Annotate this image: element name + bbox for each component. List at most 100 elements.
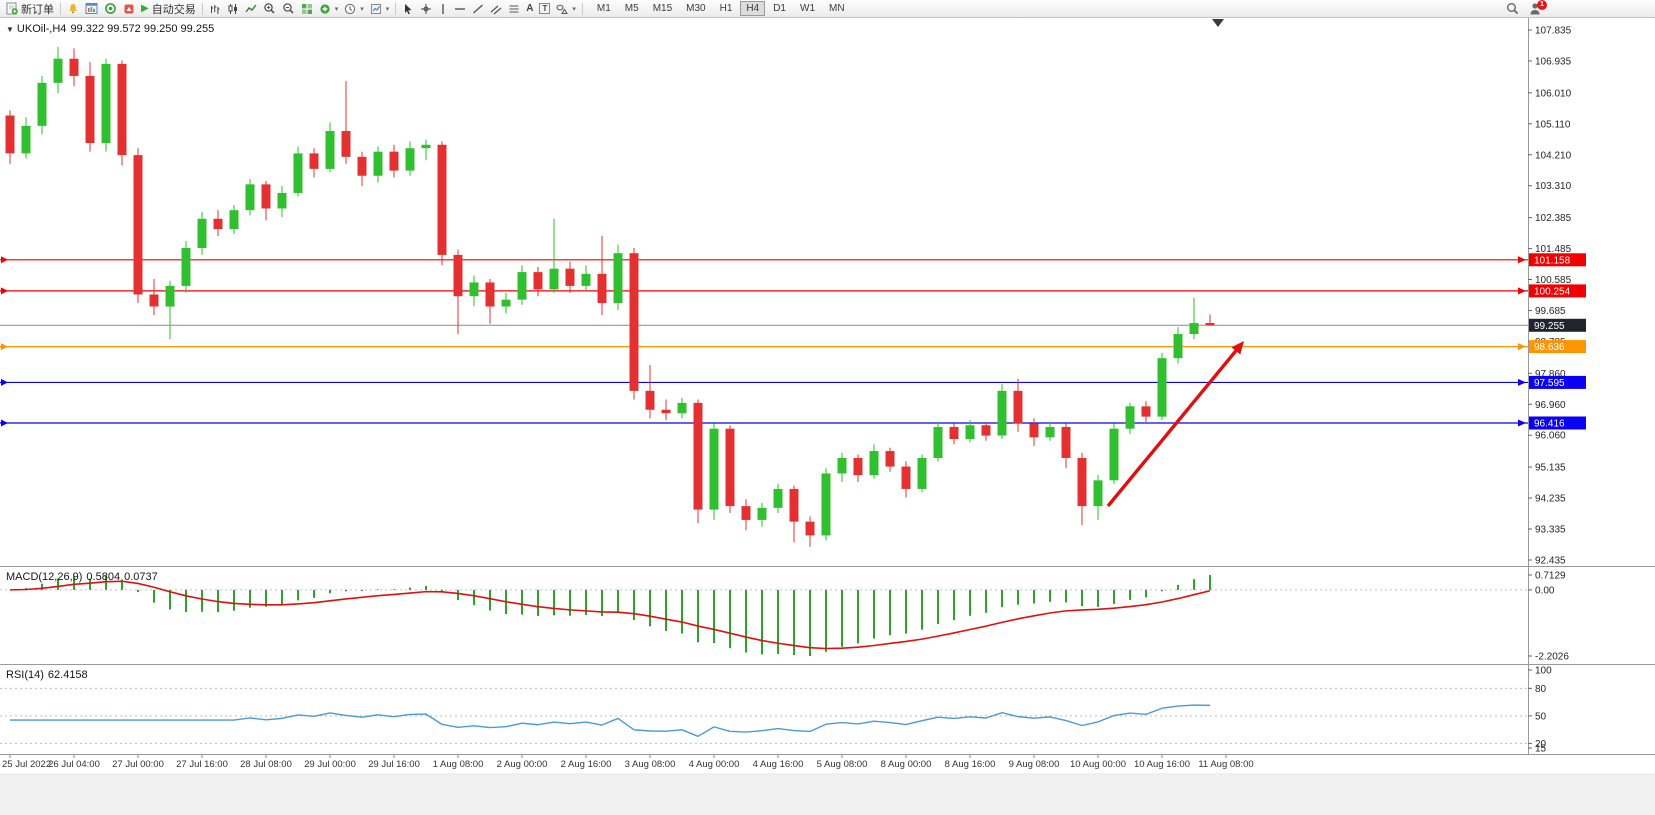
date-axis-label: 26 Jul 04:00 — [48, 759, 100, 770]
market-watch-button[interactable] — [82, 1, 101, 17]
timeframe-button-m1[interactable]: M1 — [596, 3, 611, 14]
market-button[interactable] — [120, 1, 138, 17]
timeframe-buttons: M1 M5 M15 M30 H1 H4 D1 W1 MN — [590, 1, 852, 16]
candle-body — [69, 58, 79, 76]
crosshair-button[interactable] — [417, 1, 435, 17]
last-bar-marker — [1212, 19, 1224, 27]
crosshair-icon — [421, 3, 432, 14]
notification-badge: 1 — [1537, 0, 1547, 10]
candle-body — [1109, 428, 1119, 481]
toolbar-separator — [395, 2, 397, 15]
candle-body — [805, 521, 815, 536]
autotrade-button[interactable]: ▶ 自动交易 — [138, 1, 199, 17]
candlestick-chart-button[interactable] — [224, 1, 242, 17]
indicators-button[interactable]: ▾ — [316, 1, 342, 17]
candle-body — [101, 63, 111, 144]
candle-body — [149, 294, 159, 307]
svg-text:101.158: 101.158 — [1534, 255, 1571, 266]
candle-body — [853, 457, 863, 476]
macd-axis-label: 0.00 — [1535, 585, 1555, 596]
bell-icon — [69, 4, 77, 14]
chevron-down-icon: ▾ — [360, 5, 364, 13]
line-left-marker — [1, 419, 8, 427]
candle-body — [37, 82, 47, 126]
tile-windows-button[interactable] — [298, 1, 316, 17]
timeframe-button-h4[interactable]: H4 — [740, 1, 766, 16]
horizontal-line-button[interactable] — [451, 1, 469, 17]
timeframe-button-m5[interactable]: M5 — [624, 3, 639, 14]
zoom-out-button[interactable] — [279, 1, 298, 17]
clock-icon — [345, 3, 356, 14]
candle-body — [485, 282, 495, 307]
profile-button[interactable]: 1 — [1528, 0, 1547, 16]
macd-title: MACD(12,26,9) — [6, 571, 83, 583]
community-icon — [105, 3, 116, 14]
candle-body — [1013, 390, 1023, 424]
candle-body — [85, 75, 95, 144]
chart-ohlc-values: 99.322 99.572 99.250 99.255 — [70, 23, 215, 35]
candle-body — [341, 131, 351, 157]
price-axis-label: 94.235 — [1535, 494, 1566, 505]
candle-body — [901, 466, 911, 489]
candle-body — [5, 115, 15, 154]
line-chart-button[interactable] — [242, 1, 260, 17]
chevron-down-icon: ▾ — [334, 5, 339, 13]
candle-body — [325, 131, 335, 169]
zoom-in-button[interactable] — [260, 1, 279, 17]
price-axis-label: 97.860 — [1535, 369, 1566, 380]
text-tool-button[interactable]: A — [523, 1, 536, 17]
price-axis-label: 101.485 — [1535, 244, 1572, 255]
candle-body — [453, 254, 463, 297]
cursor-button[interactable] — [399, 1, 417, 17]
vertical-line-button[interactable] — [435, 1, 451, 17]
timeframe-button-h1[interactable]: H1 — [719, 3, 733, 14]
price-axis-label: 96.060 — [1535, 431, 1566, 442]
chart-dropdown-icon[interactable]: ▼ — [6, 25, 14, 34]
shapes-button[interactable]: ▾ — [553, 1, 579, 17]
community-button[interactable] — [101, 1, 120, 17]
new-order-button[interactable]: 新订单 — [3, 1, 57, 17]
arrow-object[interactable] — [1106, 344, 1242, 508]
timeframe-button-w1[interactable]: W1 — [800, 3, 815, 14]
periods-button[interactable]: ▾ — [341, 1, 367, 17]
bar-chart-button[interactable] — [206, 1, 224, 17]
text-tool-icon: A — [526, 3, 534, 14]
candle-body — [1125, 406, 1135, 429]
macd-header: MACD(12,26,9) 0.5804 0.0737 — [6, 571, 162, 583]
label-tool-button[interactable]: T — [536, 1, 553, 17]
new-order-label: 新订单 — [21, 3, 54, 16]
autotrade-play-icon: ▶ — [141, 3, 149, 14]
svg-text:98.636: 98.636 — [1534, 342, 1565, 353]
timeframe-button-d1[interactable]: D1 — [773, 3, 786, 14]
search-icon[interactable] — [1506, 2, 1519, 15]
templates-button[interactable]: ▾ — [367, 1, 393, 17]
horizontal-line-objects[interactable] — [0, 256, 1528, 427]
candle-body — [133, 155, 143, 295]
candle-body — [965, 425, 975, 440]
rsi-header: RSI(14) 62.4158 — [6, 669, 92, 681]
candle-body — [293, 153, 303, 193]
fibonacci-button[interactable] — [505, 1, 523, 17]
candle-body — [229, 210, 239, 230]
timeframe-button-m15[interactable]: M15 — [652, 3, 673, 14]
candle-body — [517, 272, 527, 300]
candle-body — [1157, 358, 1167, 417]
chevron-down-icon: ▾ — [385, 5, 390, 13]
zoom-out-icon — [282, 3, 294, 14]
candle-body — [213, 218, 223, 230]
price-axis[interactable]: 107.835 106.935 106.010 105.110 104.210 103.3… — [1528, 26, 1572, 755]
trendline-button[interactable] — [469, 1, 487, 17]
candle-body — [1029, 423, 1039, 438]
zoom-in-icon — [263, 3, 275, 14]
channel-button[interactable] — [487, 1, 505, 17]
date-axis-label: 10 Aug 16:00 — [1134, 759, 1190, 770]
date-axis-label: 2 Aug 16:00 — [561, 759, 612, 770]
candle-body — [1189, 323, 1199, 335]
candle-body — [773, 488, 783, 508]
timeframe-button-mn[interactable]: MN — [829, 3, 845, 14]
alerts-button[interactable] — [64, 1, 82, 17]
timeframe-button-m30[interactable]: M30 — [686, 3, 706, 14]
